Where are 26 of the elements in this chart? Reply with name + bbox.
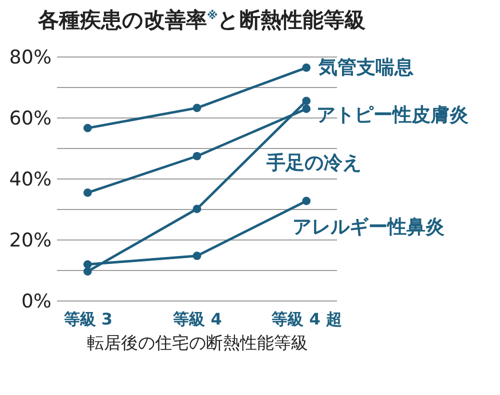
point [83,188,92,197]
x-tick-label: 等級 3 [62,310,112,328]
x-tick-label: 等級 4 [172,310,222,328]
y-tick-label: 20% [9,230,52,252]
point [192,152,202,160]
series-label: 手足の冷え [265,152,362,174]
point [302,196,311,206]
point [192,252,202,260]
point [192,204,202,214]
y-tick-label: 80% [9,46,52,68]
chart-title: 各種疾患の改善率$^{※}$と断熱性能等級 [38,7,366,34]
y-tick-label: 0% [21,290,52,312]
point [83,260,92,269]
series-label: 気管支喘息 [317,56,414,79]
point [83,124,92,132]
series-label: アトピー性皮膚炎 [316,104,468,126]
point [302,104,311,114]
point [302,96,311,106]
point [192,104,202,112]
series-label: アレルギー性鼻炎 [292,216,444,238]
x-tick-label: 等級 4 超 [270,310,342,328]
point [302,64,311,72]
y-tick-label: 60% [9,108,52,130]
x-axis-title: 転居後の住宅の断熱性能等級 [87,334,308,354]
point [83,267,92,276]
y-tick-label: 40% [9,168,52,190]
